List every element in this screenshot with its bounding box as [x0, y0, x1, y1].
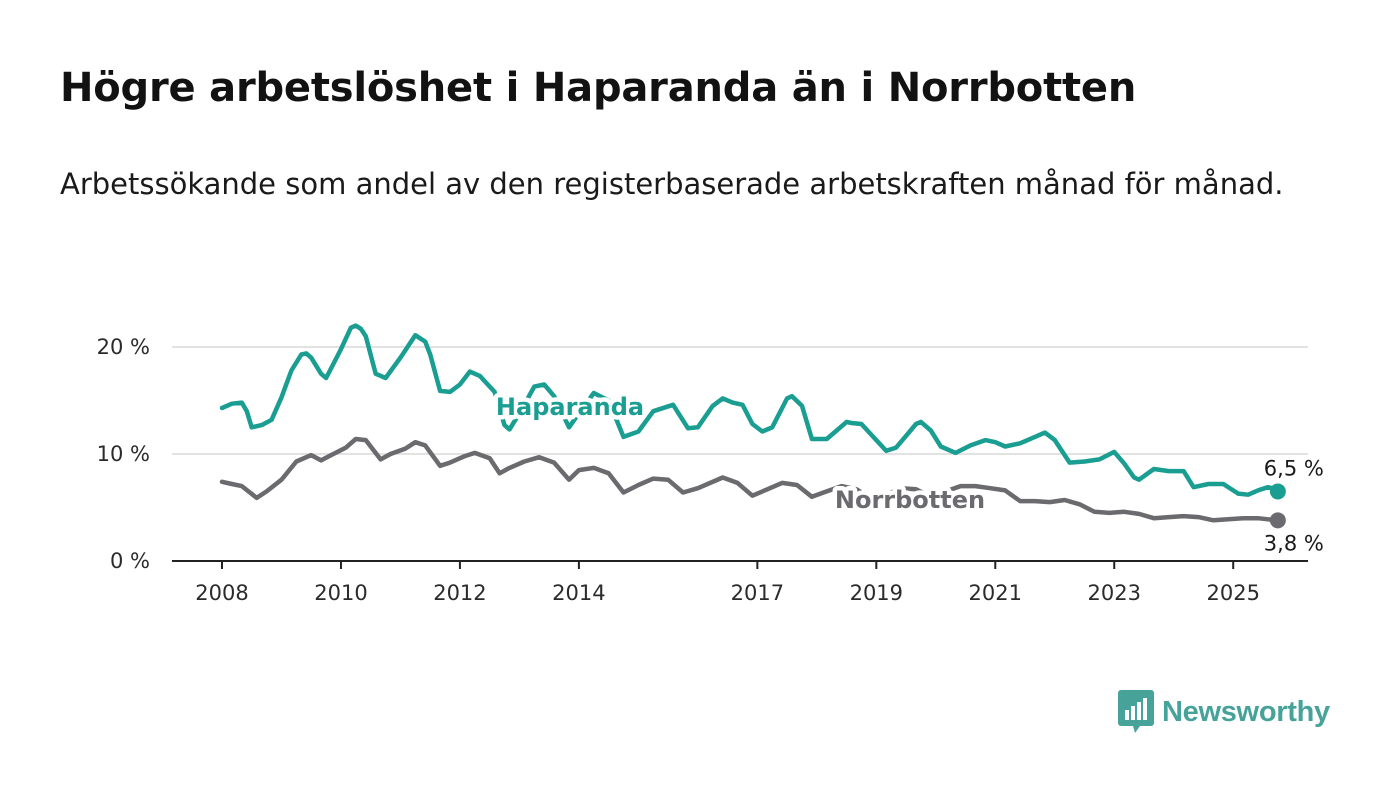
end-point-haparanda — [1269, 483, 1286, 500]
end-label-norrbotten: 3,8 % — [1264, 531, 1324, 555]
x-tick-label: 2023 — [1088, 581, 1141, 605]
series-label-halo: Norrbotten — [835, 486, 985, 514]
y-tick-label: 10 % — [97, 442, 150, 466]
x-tick-label: 2014 — [552, 581, 605, 605]
series-labels: 6,5 %6,5 %3,8 %3,8 %HaparandaHaparandaNo… — [491, 389, 1326, 559]
x-tick-label: 2012 — [433, 581, 486, 605]
x-tick-label: 2019 — [850, 581, 903, 605]
bar-chart-logo-icon — [1118, 690, 1154, 733]
series-lines — [219, 323, 1286, 529]
axes: 0 % 10 % 20 % 2008 2010 2012 2014 2017 2019 2021 2… — [97, 335, 1308, 605]
x-tick-label: 2017 — [731, 581, 784, 605]
end-label-halo: 6,5 % — [1264, 456, 1324, 480]
chart-subtitle: Arbetssökande som andel av den registerb… — [60, 167, 1284, 201]
series-label-norrbotten: Norrbotten — [835, 486, 985, 514]
end-point-norrbotten — [1269, 512, 1286, 529]
y-tick-label: 20 % — [97, 335, 150, 359]
series-line-haparanda — [219, 323, 1281, 497]
y-tick-label: 0 % — [110, 549, 150, 573]
x-tick-label: 2008 — [195, 581, 248, 605]
series-label-haparanda: Haparanda — [496, 393, 644, 421]
brand-name: Newsworthy — [1162, 695, 1330, 728]
end-label-haparanda: 6,5 % — [1264, 456, 1324, 480]
x-tick-label: 2010 — [314, 581, 367, 605]
series-line-norrbotten — [219, 436, 1281, 523]
chart-title: Högre arbetslöshet i Haparanda än i Norr… — [60, 65, 1137, 111]
x-tick-label: 2021 — [969, 581, 1022, 605]
x-tick-label: 2025 — [1206, 581, 1259, 605]
grid-lines — [172, 346, 1308, 455]
newsworthy-brand[interactable]: Newsworthy — [1118, 690, 1330, 734]
end-label-halo: 3,8 % — [1264, 531, 1324, 555]
series-label-halo: Haparanda — [496, 393, 644, 421]
